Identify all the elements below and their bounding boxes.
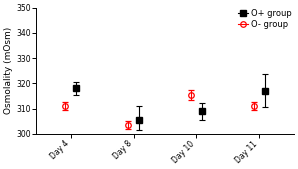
- Legend: O+ group, O- group: O+ group, O- group: [237, 8, 292, 30]
- Y-axis label: Osmolality (mOsm): Osmolality (mOsm): [4, 27, 13, 114]
